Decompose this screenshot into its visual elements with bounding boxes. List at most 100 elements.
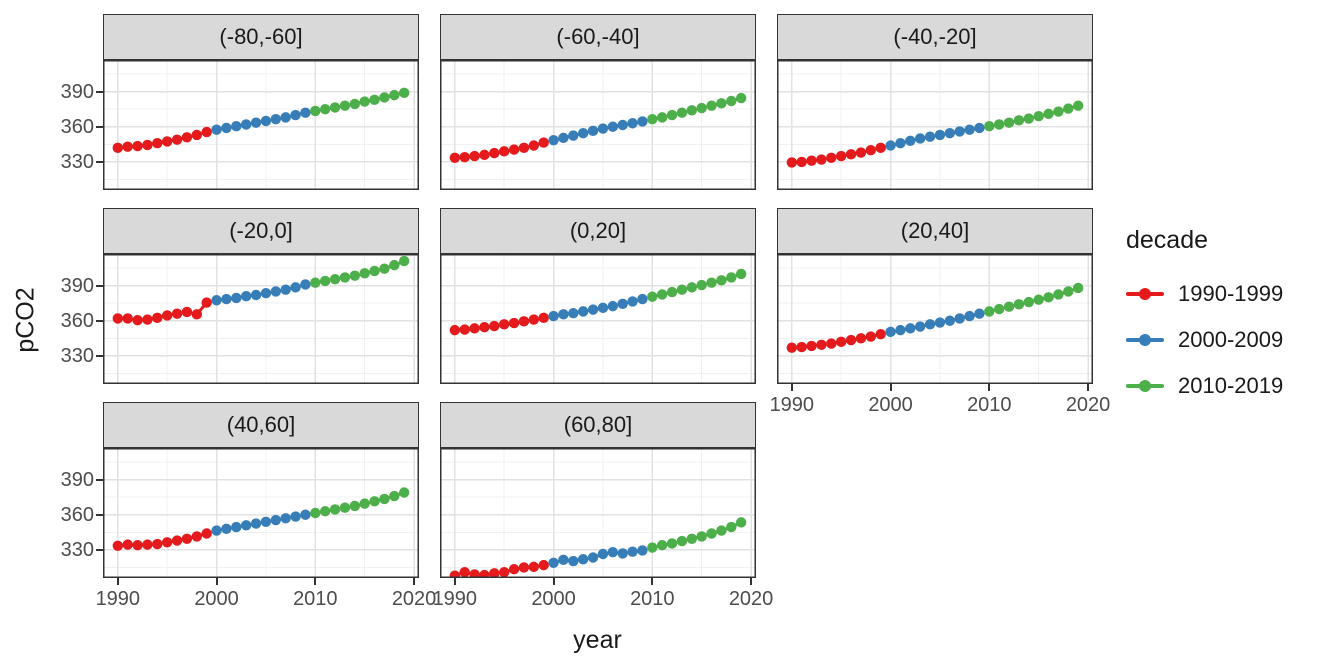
data-point (191, 129, 203, 141)
data-point (398, 255, 410, 267)
facet-panel (103, 254, 419, 384)
data-point (696, 531, 707, 542)
data-point (984, 306, 995, 317)
data-point (637, 116, 648, 127)
data-point (211, 525, 222, 536)
x-tick-mark (988, 384, 991, 391)
x-tick-mark (552, 578, 555, 585)
facet-strip: (-40,-20] (777, 14, 1093, 60)
data-point (349, 270, 361, 281)
data-point (260, 516, 272, 527)
data-point (706, 277, 717, 288)
data-point (221, 523, 232, 535)
legend-key-dot (1139, 334, 1151, 346)
y-tick-label: 390 (60, 80, 94, 103)
data-point (528, 140, 540, 151)
x-tick-mark (790, 384, 793, 391)
data-point (875, 329, 886, 340)
data-point (231, 292, 242, 304)
data-point (826, 152, 837, 163)
data-point (142, 539, 153, 550)
facet-panel (777, 60, 1093, 190)
data-point (489, 568, 500, 578)
legend-key-dot (1139, 380, 1151, 392)
data-point (924, 319, 936, 330)
data-point (240, 520, 252, 531)
facet-strip-label: (-20,0] (229, 218, 293, 243)
data-point (676, 107, 688, 118)
facet-strip-label: (-80,-60] (219, 24, 303, 49)
data-point (666, 538, 678, 549)
x-tick-label: 1990 (769, 394, 815, 416)
data-point (637, 293, 648, 305)
data-point (112, 313, 124, 324)
x-tick-mark (453, 578, 456, 585)
data-point (656, 112, 668, 123)
facet-strip: (40,60] (103, 402, 419, 448)
data-point (716, 98, 727, 109)
facet-(60,80]: (60,80] (440, 402, 756, 578)
data-point (826, 338, 837, 349)
data-point (329, 273, 341, 285)
data-point (558, 132, 569, 144)
data-point (349, 500, 361, 512)
data-point (558, 554, 569, 566)
data-point (716, 275, 727, 286)
y-tick-label: 390 (60, 274, 94, 297)
data-point (379, 92, 390, 103)
data-point (142, 314, 153, 325)
data-point (132, 140, 143, 152)
y-tick-mark (96, 354, 103, 357)
facet-(-20,0]: (-20,0] (103, 208, 419, 384)
facet-strip: (-80,-60] (103, 14, 419, 60)
data-point (895, 324, 906, 336)
x-tick-label: 2010 (967, 394, 1012, 416)
data-point (1023, 296, 1035, 308)
x-tick-mark (750, 578, 753, 585)
y-tick-mark (96, 513, 103, 516)
data-point (508, 317, 520, 329)
data-point (627, 296, 638, 307)
legend-entry-2010-2019: 2010-2019 (1126, 371, 1340, 401)
data-point (686, 105, 698, 116)
x-tick-label: 2020 (728, 588, 774, 610)
data-point (310, 105, 321, 117)
data-point (479, 149, 490, 161)
data-point (319, 275, 331, 287)
data-point (934, 129, 946, 141)
legend-key-dot (1139, 288, 1151, 300)
data-point (290, 282, 301, 293)
data-point (885, 326, 896, 338)
data-point (607, 547, 619, 558)
data-point (300, 279, 311, 290)
data-point (171, 535, 183, 546)
data-point (647, 291, 658, 302)
data-point (796, 156, 807, 168)
data-point (666, 109, 678, 121)
facet-panel (777, 254, 1093, 384)
x-tick-label: 2010 (630, 588, 675, 610)
data-point (469, 150, 480, 162)
legend-entry-label: 2000-2009 (1178, 327, 1284, 352)
data-point (806, 340, 817, 352)
y-tick-mark (96, 284, 103, 287)
facet-(20,40]: (20,40] (777, 208, 1093, 384)
x-tick-mark (215, 578, 218, 585)
data-point (597, 302, 609, 314)
data-point (984, 120, 995, 132)
x-tick-label: 1990 (95, 588, 141, 610)
data-point (656, 540, 668, 551)
data-point (944, 315, 956, 326)
data-point (518, 562, 530, 573)
legend-entry-label: 1990-1999 (1178, 281, 1284, 306)
data-point (369, 265, 380, 277)
data-point (449, 324, 461, 336)
x-tick-mark (651, 578, 654, 585)
facet-strip: (20,40] (777, 208, 1093, 254)
data-point (379, 263, 390, 274)
data-point (1003, 301, 1015, 312)
data-point (686, 282, 698, 293)
data-point (1033, 111, 1044, 122)
data-point (201, 297, 212, 308)
data-point (489, 320, 500, 332)
